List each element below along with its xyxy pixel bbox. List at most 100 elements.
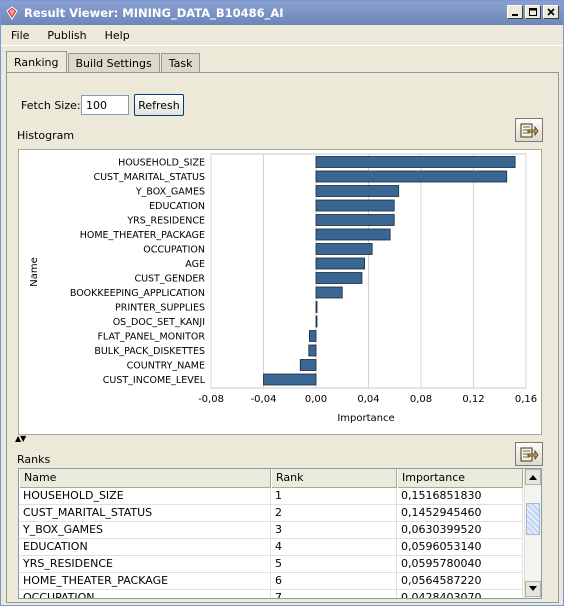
close-button[interactable]: [543, 5, 559, 19]
y-category-label: AGE: [185, 259, 205, 270]
scroll-down-button[interactable]: [525, 581, 541, 597]
maximize-button[interactable]: [525, 5, 541, 19]
bar[interactable]: [315, 301, 318, 313]
cell-importance: 0,0428403070: [397, 590, 523, 598]
histogram-export-button[interactable]: [515, 118, 543, 142]
bar[interactable]: [315, 243, 373, 255]
table-row[interactable]: EDUCATION 4 0,0596053140: [19, 539, 523, 556]
y-category-label: PRINTER_SUPPLIES: [115, 303, 205, 314]
cell-name: YRS_RESIDENCE: [19, 556, 271, 572]
table-row[interactable]: HOME_THEATER_PACKAGE 6 0,0564587220: [19, 573, 523, 590]
tab-strip: Ranking Build Settings Task: [6, 51, 201, 73]
y-category-label: YRS_RESIDENCE: [126, 216, 205, 227]
bar[interactable]: [263, 373, 317, 386]
y-category-label: CUST_MARITAL_STATUS: [93, 172, 205, 183]
cell-importance: 0,0596053140: [397, 539, 523, 555]
refresh-button[interactable]: Refresh: [134, 94, 184, 116]
menu-help[interactable]: Help: [95, 29, 138, 42]
histogram-svg: HOUSEHOLD_SIZE CUST_MARITAL_STATUS Y_BOX_G…: [29, 153, 537, 424]
cell-importance: 0,1516851830: [397, 488, 523, 504]
window-title: Result Viewer: MINING_DATA_B10486_AI: [24, 6, 284, 20]
table-row[interactable]: Y_BOX_GAMES 3 0,0630399520: [19, 522, 523, 539]
bar[interactable]: [315, 257, 365, 270]
x-tick-label: -0,04: [251, 394, 277, 405]
cell-name: HOUSEHOLD_SIZE: [19, 488, 271, 504]
y-axis-label: Name: [29, 257, 40, 287]
table-row[interactable]: OCCUPATION 7 0,0428403070: [19, 590, 523, 598]
menu-file[interactable]: File: [1, 29, 37, 42]
y-category-label: Y_BOX_GAMES: [135, 187, 205, 198]
bar[interactable]: [309, 330, 317, 342]
bar[interactable]: [308, 344, 317, 357]
table-row[interactable]: CUST_MARITAL_STATUS 2 0,1452945460: [19, 505, 523, 522]
bar[interactable]: [315, 156, 516, 168]
bar[interactable]: [315, 185, 400, 197]
arrow-up-icon: [529, 475, 537, 480]
y-category-label: BOOKKEEPING_APPLICATION: [70, 288, 205, 299]
arrow-down-icon: [529, 586, 537, 591]
table-scrollbar[interactable]: [524, 469, 541, 598]
table-row[interactable]: HOUSEHOLD_SIZE 1 0,1516851830: [19, 488, 523, 505]
tab-ranking[interactable]: Ranking: [6, 51, 67, 73]
bar[interactable]: [299, 359, 317, 371]
cell-rank: 6: [271, 573, 397, 589]
ranking-panel: Fetch Size: Refresh Histogram HOUSEHOLD_…: [6, 72, 559, 603]
column-header-rank[interactable]: Rank: [271, 469, 397, 488]
y-category-label: BULK_PACK_DISKETTES: [94, 346, 205, 357]
split-divider-arrows[interactable]: ▲▼: [15, 434, 26, 443]
bar[interactable]: [315, 315, 318, 328]
maximize-icon: [529, 8, 537, 16]
column-header-name[interactable]: Name: [19, 469, 271, 488]
cell-name: CUST_MARITAL_STATUS: [19, 505, 271, 521]
menu-publish-label: Publish: [47, 29, 87, 42]
menu-help-label: Help: [104, 29, 130, 42]
scroll-up-button[interactable]: [525, 469, 541, 485]
cell-importance: 0,0564587220: [397, 573, 523, 589]
bar[interactable]: [315, 228, 391, 241]
fetch-size-input[interactable]: [81, 95, 129, 115]
y-category-label: HOME_THEATER_PACKAGE: [80, 230, 205, 241]
y-category-label: OCCUPATION: [143, 245, 205, 256]
ranks-export-button[interactable]: [515, 442, 543, 466]
cell-importance: 0,1452945460: [397, 505, 523, 521]
menu-publish[interactable]: Publish: [37, 29, 94, 42]
x-tick-label: -0,08: [198, 394, 224, 405]
tab-build-settings[interactable]: Build Settings: [67, 53, 160, 73]
bar[interactable]: [315, 286, 343, 299]
table-row[interactable]: YRS_RESIDENCE 5 0,0595780040: [19, 556, 523, 573]
x-tick-label: 0,16: [515, 394, 537, 405]
cell-importance: 0,0630399520: [397, 522, 523, 538]
cell-rank: 2: [271, 505, 397, 521]
tab-task[interactable]: Task: [160, 53, 201, 73]
export-icon: [520, 123, 539, 138]
x-tick-label: 0,04: [357, 394, 379, 405]
x-axis-label: Importance: [337, 413, 394, 424]
title-bar[interactable]: Result Viewer: MINING_DATA_B10486_AI: [1, 1, 563, 25]
column-header-importance[interactable]: Importance: [397, 469, 523, 488]
cell-name: Y_BOX_GAMES: [19, 522, 271, 538]
bar[interactable]: [315, 170, 508, 183]
bar[interactable]: [315, 272, 363, 284]
x-tick-label: 0,00: [305, 394, 327, 405]
cell-rank: 4: [271, 539, 397, 555]
histogram-label: Histogram: [17, 129, 75, 142]
table-body: HOUSEHOLD_SIZE 1 0,1516851830 CUST_MARITAL_…: [19, 488, 523, 598]
cell-importance: 0,0595780040: [397, 556, 523, 572]
bar[interactable]: [315, 199, 395, 212]
x-tick-label: 0,08: [410, 394, 432, 405]
fetch-size-label: Fetch Size:: [21, 99, 81, 112]
y-category-label: CUST_INCOME_LEVEL: [103, 375, 206, 386]
cell-rank: 5: [271, 556, 397, 572]
y-category-label: COUNTRY_NAME: [127, 361, 205, 372]
menu-file-label: File: [11, 29, 30, 42]
cell-rank: 1: [271, 488, 397, 504]
ranks-label: Ranks: [17, 453, 51, 466]
scroll-thumb[interactable]: [526, 503, 540, 535]
minimize-button[interactable]: [507, 5, 523, 19]
y-category-label: OS_DOC_SET_KANJI: [113, 317, 205, 328]
menu-bar: File Publish Help: [1, 26, 563, 46]
y-category-label: FLAT_PANEL_MONITOR: [97, 332, 205, 343]
minimize-icon: [512, 14, 518, 16]
bar[interactable]: [315, 214, 395, 226]
